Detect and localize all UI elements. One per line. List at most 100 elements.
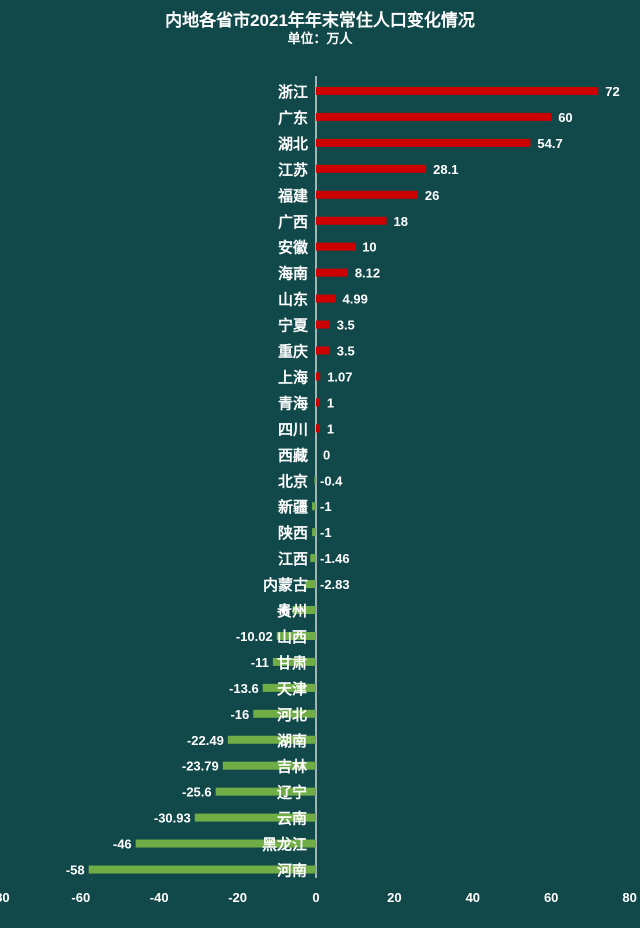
x-tick-label: 40 [466,890,480,905]
data-label: -13.6 [229,681,259,696]
category-label: 江西 [278,550,308,568]
category-label: 内蒙古 [263,576,308,594]
category-label: 湖南 [277,732,307,750]
bar [227,735,316,744]
category-label: 山西 [277,628,307,646]
data-label: 60 [558,110,572,125]
bar [292,606,316,614]
bar [262,683,316,692]
bar [312,502,316,511]
chart-subtitle: 单位：万人 [287,31,353,46]
category-label: 宁夏 [278,317,309,335]
data-label: 3.5 [337,344,355,359]
bar [222,761,316,770]
category-label: 辽宁 [277,784,307,802]
bar [316,372,321,381]
data-label: -16 [230,707,249,722]
bar [316,242,356,251]
category-label: 新疆 [278,498,308,516]
category-label: 云南 [277,810,307,828]
category-label: 吉林 [277,758,308,776]
category-label: 甘肃 [277,654,307,672]
bar [272,657,316,666]
category-label: 北京 [278,472,308,490]
data-label: 1.07 [327,369,352,384]
bar [316,320,330,329]
bar [316,138,531,147]
bar [316,346,330,355]
data-label: -22.49 [187,733,224,748]
bar [194,813,316,822]
data-label: -2.83 [320,577,350,592]
data-label: 54.7 [537,136,562,151]
category-label: 湖北 [278,135,308,153]
data-label: 4.99 [343,292,368,307]
x-tick-label: -40 [150,890,169,905]
x-tick-label: -20 [228,890,247,905]
category-label: 山东 [278,291,308,309]
bar [316,87,599,95]
x-tick-label: 0 [312,890,319,905]
x-tick-label: 20 [387,890,401,905]
category-label: 江苏 [278,161,308,179]
bar [316,216,387,225]
data-label: 1 [327,421,334,436]
data-label: -1.46 [320,551,350,566]
bar [316,398,320,407]
category-label: 青海 [278,394,308,412]
data-label: -1 [320,499,332,514]
data-label: 1 [327,395,334,410]
category-label: 天津 [277,680,307,698]
data-label: -30.93 [154,811,191,826]
data-label: -0.4 [320,473,343,488]
x-tick-label: -60 [71,890,90,905]
bar [316,112,552,121]
category-label: 福建 [277,187,309,205]
bar [316,424,320,433]
data-label: -6 [277,603,289,618]
data-label: -1 [320,525,332,540]
data-label: -23.79 [182,759,219,774]
bar [215,787,316,796]
bar [314,476,316,485]
data-label: -25.6 [182,785,212,800]
bar [304,580,316,589]
bar [253,709,316,718]
bar [316,164,427,173]
data-label: -58 [66,863,85,878]
category-label: 上海 [278,368,308,386]
category-label: 安徽 [278,239,309,257]
chart-title: 内地各省市2021年年末常住人口变化情况 [165,11,475,30]
bar [88,865,316,874]
category-label: 重庆 [278,343,308,361]
category-label: 海南 [278,265,308,283]
data-label: 0 [323,447,330,462]
data-label: 72 [605,84,619,99]
category-label: 河南 [277,862,307,880]
x-tick-label: 60 [544,890,558,905]
data-label: 10 [362,240,376,255]
bar [312,528,316,537]
category-label: 贵州 [277,602,307,620]
data-label: 28.1 [433,162,458,177]
category-label: 西藏 [278,446,308,464]
category-label: 河北 [277,706,307,724]
category-label: 黑龙江 [262,836,307,854]
category-label: 浙江 [278,83,308,101]
data-label: -10.02 [236,629,273,644]
bar [316,190,418,199]
x-tick-label: 80 [622,890,636,905]
category-label: 四川 [278,420,308,438]
bar [316,268,348,277]
bar [276,631,316,640]
bar [310,554,316,563]
data-label: -11 [251,655,269,670]
data-label: -46 [113,837,132,852]
bar [316,294,336,303]
category-label: 陕西 [278,524,308,542]
category-label: 广东 [278,109,308,127]
data-label: 26 [425,188,439,203]
data-label: 18 [394,214,408,229]
